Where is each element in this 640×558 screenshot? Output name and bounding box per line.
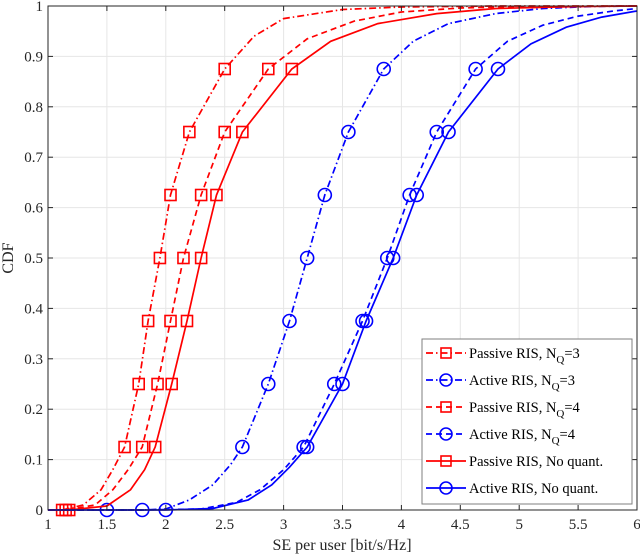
circle-marker <box>299 250 315 266</box>
series-4 <box>48 5 638 517</box>
circle-marker <box>335 376 350 392</box>
circle-marker <box>385 250 401 266</box>
legend-label: Active RIS, No quant. <box>469 481 598 497</box>
series-line <box>48 5 638 511</box>
x-tick-label: 2.5 <box>215 517 234 533</box>
y-tick-label: 0.3 <box>24 352 43 368</box>
x-tick-label: 5.5 <box>569 517 588 533</box>
y-axis-ticks: 0 0.1 0.2 0.3 0.4 0.5 0.6 0.7 0.8 0.9 1 <box>24 0 637 519</box>
square-marker <box>132 377 146 391</box>
square-marker <box>151 377 164 391</box>
legend-item: Active RIS, NQ=3 <box>426 373 575 393</box>
y-tick-label: 1 <box>36 0 44 15</box>
square-marker <box>153 251 167 265</box>
square-marker <box>194 188 208 202</box>
square-marker <box>440 455 452 467</box>
y-tick-label: 0.8 <box>24 100 43 116</box>
square-marker <box>118 440 131 454</box>
square-marker <box>180 314 194 328</box>
square-marker <box>164 188 177 202</box>
circle-marker <box>299 439 315 455</box>
square-marker <box>218 125 231 139</box>
series-line <box>48 5 638 511</box>
circle-marker <box>326 376 342 392</box>
y-tick-label: 0 <box>36 503 44 519</box>
circle-marker <box>429 124 445 140</box>
circle-marker <box>341 124 356 140</box>
series-line <box>48 10 638 511</box>
circle-marker <box>235 439 250 455</box>
x-tick-label: 3.5 <box>333 517 352 533</box>
legend-label: Passive RIS, NQ=4 <box>469 400 581 420</box>
x-tick-label: 6 <box>633 517 640 533</box>
legend-item: Passive RIS, NQ=4 <box>426 400 581 420</box>
x-tick-label: 2 <box>162 517 170 533</box>
x-tick-label: 1.5 <box>98 517 117 533</box>
y-tick-label: 0.9 <box>24 49 43 65</box>
circle-marker <box>441 124 456 140</box>
circle-marker <box>358 313 374 329</box>
square-marker <box>177 251 190 265</box>
series-line <box>48 5 638 511</box>
x-axis-label: SE per user [bit/s/Hz] <box>272 537 411 554</box>
square-marker <box>135 440 149 454</box>
y-tick-label: 0.6 <box>24 201 43 217</box>
circle-marker <box>282 313 297 329</box>
series-5 <box>48 10 638 518</box>
square-marker <box>218 62 231 76</box>
square-marker <box>148 440 162 454</box>
square-marker <box>261 62 275 76</box>
x-tick-label: 5 <box>515 517 523 533</box>
square-marker <box>164 314 177 328</box>
y-axis-label: CDF <box>0 242 17 273</box>
square-marker <box>285 62 299 76</box>
circle-marker <box>409 187 425 203</box>
legend-item: Active RIS, NQ=4 <box>426 427 576 447</box>
x-tick-label: 3 <box>280 517 288 533</box>
x-axis-ticks: 1 1.5 2 2.5 3 3.5 4 4.5 5 5.5 6 <box>44 6 640 533</box>
circle-marker <box>439 481 453 495</box>
y-tick-label: 0.2 <box>24 402 43 418</box>
y-tick-label: 0.5 <box>24 251 43 267</box>
legend-box <box>421 338 633 505</box>
plot-series <box>48 5 638 518</box>
circle-marker <box>355 313 370 329</box>
circle-marker <box>317 187 333 203</box>
legend-item: Passive RIS, No quant. <box>426 454 603 470</box>
y-tick-label: 0.7 <box>24 150 43 166</box>
legend: Passive RIS, NQ=3 Active RIS, NQ=3 Passive… <box>421 338 633 505</box>
circle-marker <box>468 61 483 77</box>
square-marker <box>440 401 452 413</box>
legend-label: Passive RIS, NQ=3 <box>469 346 580 366</box>
square-marker <box>141 314 155 328</box>
y-tick-label: 0.4 <box>24 301 43 317</box>
circle-marker <box>439 373 453 387</box>
circle-marker <box>376 61 392 77</box>
square-marker <box>210 188 223 202</box>
legend-label: Active RIS, NQ=4 <box>469 427 576 447</box>
square-marker <box>440 347 452 359</box>
legend-item: Passive RIS, NQ=3 <box>426 346 580 366</box>
square-marker <box>183 125 196 139</box>
x-tick-label: 4.5 <box>451 517 470 533</box>
circle-marker <box>490 61 506 77</box>
legend-item: Active RIS, No quant. <box>426 481 598 497</box>
y-tick-label: 0.1 <box>24 453 43 469</box>
legend-label: Passive RIS, No quant. <box>469 454 603 470</box>
square-marker <box>236 125 249 139</box>
x-tick-label: 4 <box>398 517 406 533</box>
square-marker <box>165 377 178 391</box>
x-tick-label: 1 <box>44 517 52 533</box>
legend-label: Active RIS, NQ=3 <box>469 373 575 393</box>
circle-marker <box>296 439 311 455</box>
square-marker <box>194 251 208 265</box>
circle-marker <box>260 376 276 392</box>
circle-marker <box>439 427 453 441</box>
